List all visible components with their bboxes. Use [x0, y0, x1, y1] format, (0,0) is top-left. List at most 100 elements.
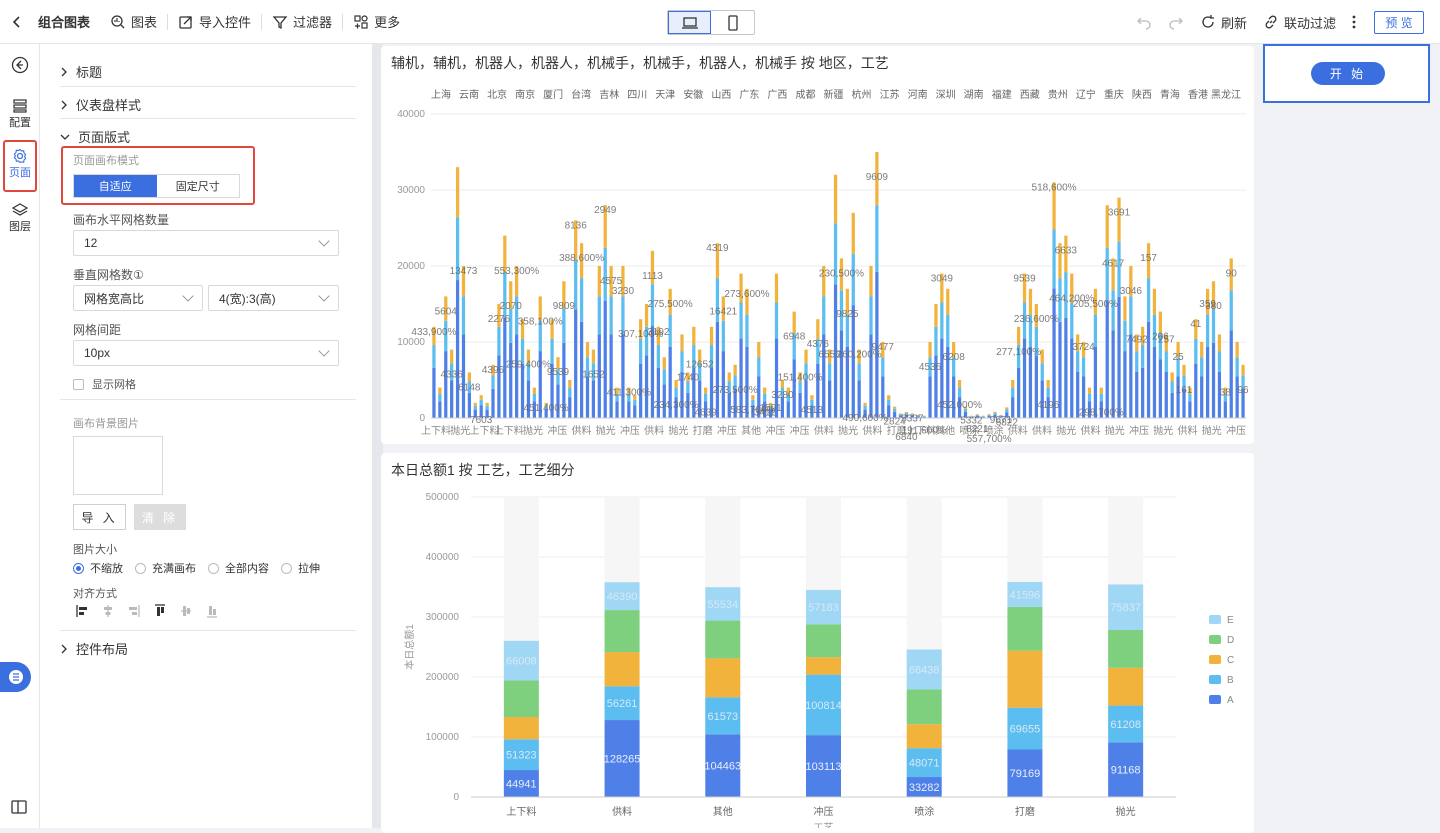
collapse-toggle-button[interactable]: [0, 662, 31, 692]
data-label: 6822: [996, 417, 1019, 428]
v-grid-ratio-select[interactable]: 4(宽):3(高): [208, 285, 339, 311]
region-label: 安徽: [683, 88, 703, 101]
more-button[interactable]: 更多: [343, 0, 410, 44]
bar-segment: [639, 339, 642, 364]
fixed-size-option[interactable]: 固定尺寸: [157, 175, 240, 197]
bar-segment: [1108, 630, 1143, 668]
align-top-icon[interactable]: [154, 604, 166, 618]
y-tick-label: 20000: [397, 261, 425, 272]
section-title[interactable]: 标题: [60, 62, 102, 81]
circle-arrow-left-icon: [11, 56, 29, 74]
bar-segment: [875, 205, 878, 272]
y-tick-label: 500000: [426, 492, 460, 503]
radio-stretch[interactable]: 拉伸: [281, 560, 320, 576]
bar-segment: [621, 334, 624, 418]
rail-item-config[interactable]: 配置: [3, 98, 37, 130]
bar-segment: [722, 321, 725, 351]
align-center-v-icon[interactable]: [180, 604, 192, 618]
checkbox-box: [73, 379, 84, 390]
data-label: 128265: [604, 754, 641, 766]
data-label: 4617: [1102, 258, 1125, 269]
rail-item-page[interactable]: 页面: [3, 140, 37, 192]
more-options-button[interactable]: [1346, 0, 1362, 44]
region-label: 深圳: [936, 89, 956, 101]
img-size-label: 图片大小: [73, 541, 117, 557]
radio-all-content[interactable]: 全部内容: [208, 560, 269, 576]
bar-segment: [869, 296, 872, 334]
more-label: 更多: [374, 12, 400, 31]
radio-label: 全部内容: [225, 560, 269, 576]
bg-image-preview[interactable]: [73, 436, 163, 495]
bar-segment: [852, 254, 855, 305]
divider: [60, 86, 356, 87]
rail-item-layers[interactable]: 图层: [3, 202, 37, 234]
preview-button[interactable]: 预 览: [1374, 11, 1424, 34]
section-page-layout[interactable]: 页面版式: [60, 127, 130, 146]
chevron-down-icon: [318, 290, 329, 301]
data-label: 557,700%: [967, 434, 1012, 444]
region-label: 青海: [1160, 88, 1180, 101]
adaptive-option[interactable]: 自适应: [74, 175, 157, 197]
redo-button[interactable]: [1162, 0, 1190, 44]
v-grid-mode-select[interactable]: 网格宽高比: [73, 285, 203, 311]
bar-segment: [605, 610, 640, 652]
h-grid-select[interactable]: 12: [73, 230, 339, 256]
bar-segment: [828, 363, 831, 380]
region-label: 杭州: [852, 88, 872, 101]
import-image-button[interactable]: 导 入: [73, 504, 126, 530]
sidebar-toggle-button[interactable]: [11, 800, 27, 817]
section-dashboard-style[interactable]: 仪表盘样式: [60, 95, 141, 114]
bar-segment: [574, 309, 577, 418]
desktop-view-button[interactable]: [668, 11, 711, 34]
show-grid-checkbox[interactable]: 显示网格: [73, 376, 136, 392]
filter-button[interactable]: 过滤器: [262, 0, 342, 44]
gap-value: 10px: [84, 346, 110, 360]
region-label: 山西: [711, 89, 731, 101]
linkage-filter-button[interactable]: 联动过滤: [1257, 0, 1342, 44]
chart-menu-button[interactable]: 图表: [100, 0, 167, 44]
clear-image-button[interactable]: 清 除: [134, 504, 186, 530]
back-button[interactable]: [0, 0, 34, 44]
import-widget-button[interactable]: 导入控件: [168, 0, 261, 44]
refresh-button[interactable]: 刷新: [1194, 0, 1253, 44]
rail-layers-label: 图层: [9, 218, 31, 234]
section-widget-layout[interactable]: 控件布局: [60, 639, 128, 658]
legend-swatch: [1209, 635, 1221, 644]
process-label: 抛光: [668, 424, 688, 437]
bar-segment: [1007, 607, 1042, 651]
process-label: 供料: [814, 424, 834, 437]
align-left-icon[interactable]: [76, 604, 88, 618]
align-center-h-icon[interactable]: [102, 604, 114, 618]
radio-dot: [281, 563, 292, 574]
data-label: 3724: [1072, 342, 1095, 353]
bar-segment: [863, 406, 866, 410]
region-label: 西藏: [1020, 89, 1040, 101]
bar-segment: [757, 342, 760, 357]
align-bottom-icon[interactable]: [206, 604, 218, 618]
radio-no-scale[interactable]: 不缩放: [73, 560, 123, 576]
data-label: 9609: [866, 172, 889, 183]
legend-swatch: [1209, 655, 1221, 664]
y-tick-label: 30000: [397, 185, 425, 196]
gap-select[interactable]: 10px: [73, 340, 339, 366]
rail-page-label: 页面: [9, 164, 31, 180]
mobile-view-button[interactable]: [711, 11, 754, 34]
data-label: 5604: [435, 306, 458, 317]
bar-segment: [568, 380, 571, 388]
y-tick-label: 40000: [397, 109, 425, 120]
data-label: 273,600%: [724, 289, 769, 300]
data-label: 4196: [1037, 400, 1060, 411]
bar-segment: [533, 388, 536, 394]
radio-fill-canvas[interactable]: 充满画布: [135, 560, 196, 576]
start-button[interactable]: 开 始: [1311, 62, 1385, 85]
region-label: 重庆: [1104, 88, 1124, 101]
align-right-icon[interactable]: [128, 604, 140, 618]
region-label: 福建: [992, 88, 1012, 101]
bar-segment: [863, 403, 866, 406]
undo-button[interactable]: [1130, 0, 1158, 44]
data-label: 3230: [612, 286, 635, 297]
legend-swatch: [1209, 615, 1221, 624]
rail-back-button[interactable]: [3, 56, 37, 74]
